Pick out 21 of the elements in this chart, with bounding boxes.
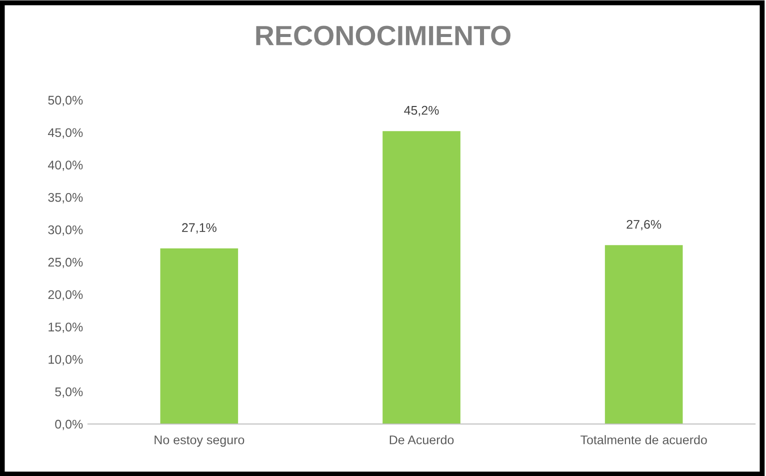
data-label: 27,6%: [626, 220, 662, 230]
x-tick-label: No estoy seguro: [154, 436, 244, 447]
data-label: 27,1%: [182, 223, 216, 234]
y-tick-label: 40,0%: [48, 160, 83, 171]
bar: [382, 131, 460, 424]
y-tick-label: 25,0%: [48, 258, 83, 268]
y-tick-label: 5,0%: [55, 387, 83, 398]
x-tick-label: De Acuerdo: [390, 435, 454, 444]
y-tick-label: 20,0%: [48, 290, 83, 301]
chart-title: RECONOCIMIENTO: [256, 26, 510, 46]
bar: [160, 248, 238, 424]
data-label: 45,2%: [404, 106, 439, 116]
y-tick-label: 45,0%: [48, 128, 83, 139]
x-tick-label: Totalmente de acuerdo: [580, 435, 707, 444]
y-tick-label: 50,0%: [48, 96, 83, 106]
y-tick-label: 0,0%: [55, 420, 83, 430]
bar: [604, 245, 683, 424]
y-tick-label: 10,0%: [48, 355, 83, 366]
y-tick-label: 35,0%: [48, 193, 83, 204]
y-tick-label: 30,0%: [48, 225, 83, 236]
y-tick-label: 15,0%: [48, 322, 83, 333]
